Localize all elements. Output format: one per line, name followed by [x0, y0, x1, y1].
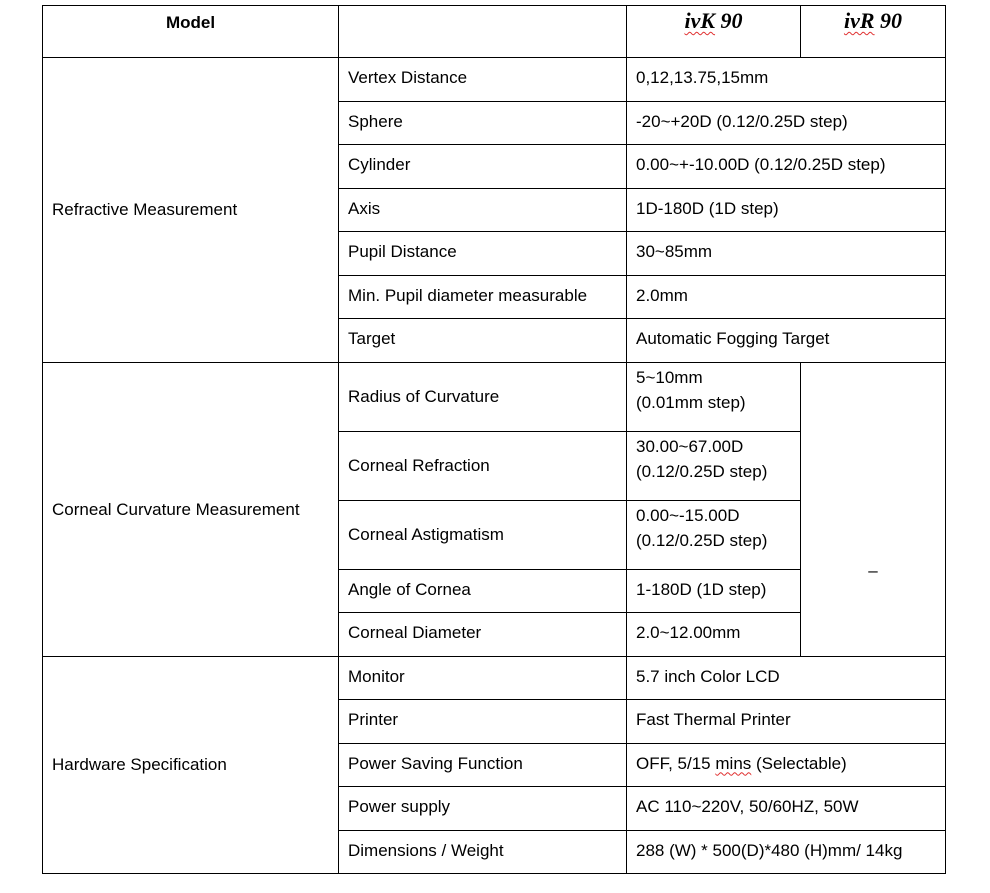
spec-value: -20~+20D (0.12/0.25D step) — [626, 100, 946, 145]
table-row: Angle of Cornea 1-180D (1D step) — [43, 568, 946, 613]
table-row: Corneal Diameter 2.0~12.00mm — [43, 612, 946, 657]
table-row: Cylinder 0.00~+-10.00D (0.12/0.25D step) — [43, 144, 946, 189]
group-corneal: Corneal Curvature Measurement — [42, 361, 339, 657]
ivr-not-applicable: – — [800, 361, 946, 657]
spec-name: Printer — [338, 699, 627, 744]
table-row: Target Automatic Fogging Target — [43, 318, 946, 363]
spec-value: 1D-180D (1D step) — [626, 187, 946, 232]
spec-value: AC 110~220V, 50/60HZ, 50W — [626, 786, 946, 831]
table-row: Min. Pupil diameter measurable 2.0mm — [43, 274, 946, 319]
spec-table: Model ivK 90 ivR 90 Refractive Measureme… — [42, 5, 946, 874]
spec-name: Radius of Curvature — [338, 361, 627, 432]
spec-name: Power Saving Function — [338, 742, 627, 787]
spec-name: Vertex Distance — [338, 57, 627, 102]
table-row: Power supply AC 110~220V, 50/60HZ, 50W — [43, 786, 946, 831]
spec-name: Monitor — [338, 655, 627, 700]
spec-value: 0.00~+-10.00D (0.12/0.25D step) — [626, 144, 946, 189]
spec-value: 0,12,13.75,15mm — [626, 57, 946, 102]
table-row: Dimensions / Weight 288 (W) * 500(D)*480 … — [43, 829, 946, 874]
model-ivr90: ivR 90 — [800, 5, 946, 58]
spec-name: Min. Pupil diameter measurable — [338, 274, 627, 319]
table-row: Corneal Astigmatism 0.00~-15.00D (0.12/0.… — [43, 499, 946, 570]
spec-value: 0.00~-15.00D (0.12/0.25D step) — [626, 499, 801, 570]
table-row: Corneal Curvature Measurement Radius of … — [42, 361, 946, 657]
spec-name: Corneal Diameter — [338, 612, 627, 657]
spec-name: Axis — [338, 187, 627, 232]
spec-value: 5.7 inch Color LCD — [626, 655, 946, 700]
spec-value: 2.0mm — [626, 274, 946, 319]
group-refractive: Refractive Measurement — [42, 57, 339, 363]
spec-value: Automatic Fogging Target — [626, 318, 946, 363]
spec-name: Dimensions / Weight — [338, 829, 627, 874]
spec-name: Cylinder — [338, 144, 627, 189]
spec-value: 30~85mm — [626, 231, 946, 276]
spec-name: Angle of Cornea — [338, 568, 627, 613]
spec-name: Sphere — [338, 100, 627, 145]
table-row: Pupil Distance 30~85mm — [43, 231, 946, 276]
table-row: Power Saving Function OFF, 5/15 mins (Sel… — [43, 742, 946, 787]
spec-name: Power supply — [338, 786, 627, 831]
spec-value: 30.00~67.00D (0.12/0.25D step) — [626, 430, 801, 501]
table-row: Corneal Refraction 30.00~67.00D (0.12/0.2… — [43, 430, 946, 501]
table-row: Refractive Measurement Vertex Distance 0… — [42, 57, 946, 363]
spec-name: Corneal Refraction — [338, 430, 627, 501]
table-row: Hardware Specification Monitor 5.7 inch … — [42, 655, 946, 874]
header-blank — [338, 5, 627, 58]
spec-name: Pupil Distance — [338, 231, 627, 276]
table-row: Printer Fast Thermal Printer — [43, 699, 946, 744]
spec-value: 288 (W) * 500(D)*480 (H)mm/ 14kg — [626, 829, 946, 874]
spec-value: OFF, 5/15 mins (Selectable) — [626, 742, 946, 787]
spec-value: 1-180D (1D step) — [626, 568, 801, 613]
group-hardware: Hardware Specification — [42, 655, 339, 874]
spec-value: 2.0~12.00mm — [626, 612, 801, 657]
header-row: Model ivK 90 ivR 90 — [42, 5, 946, 58]
model-ivk90: ivK 90 — [626, 5, 801, 58]
spec-name: Target — [338, 318, 627, 363]
spec-value: 5~10mm (0.01mm step) — [626, 361, 801, 432]
table-row: Sphere -20~+20D (0.12/0.25D step) — [43, 100, 946, 145]
model-label: Model — [42, 5, 339, 58]
table-row: Axis 1D-180D (1D step) — [43, 187, 946, 232]
spec-value: Fast Thermal Printer — [626, 699, 946, 744]
spec-name: Corneal Astigmatism — [338, 499, 627, 570]
